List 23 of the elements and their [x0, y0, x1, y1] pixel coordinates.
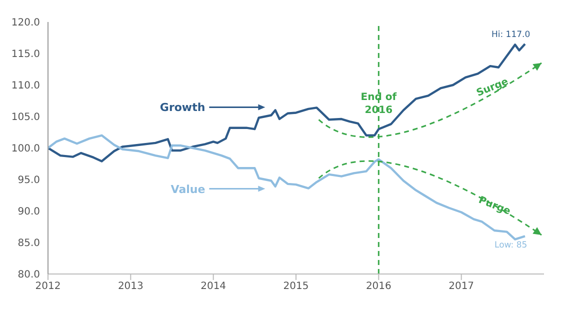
annotation: Surge	[475, 76, 510, 100]
y-tick-label: 80.0	[18, 270, 40, 281]
x-tick-label: 2014	[200, 281, 226, 292]
y-tick-label: 90.0	[18, 206, 40, 218]
y-tick-label: 100.0	[11, 144, 40, 155]
y-tick-label: 120.0	[11, 18, 40, 29]
x-tick-label: 2012	[35, 281, 61, 292]
y-tick-label: 85.0	[18, 238, 40, 250]
line-series	[48, 134, 526, 240]
y-tick-label: 115.0	[11, 49, 40, 60]
line-series	[48, 42, 526, 162]
x-tick-label: 2013	[118, 281, 144, 292]
x-tick-label: 2017	[448, 281, 474, 292]
legend-label: Value	[170, 182, 206, 196]
x-tick-label: 2016	[366, 281, 392, 292]
annotation: Low: 85	[494, 240, 528, 251]
annotation: Hi: 117.0	[491, 30, 530, 40]
x-tick-label: 2015	[283, 281, 309, 292]
legend-label: Growth	[160, 101, 206, 114]
y-tick-label: 105.0	[11, 112, 40, 124]
y-tick-label: 110.0	[11, 80, 40, 92]
y-tick-label: 95.0	[18, 175, 40, 186]
ref-line-label: End of 2016	[360, 92, 398, 116]
